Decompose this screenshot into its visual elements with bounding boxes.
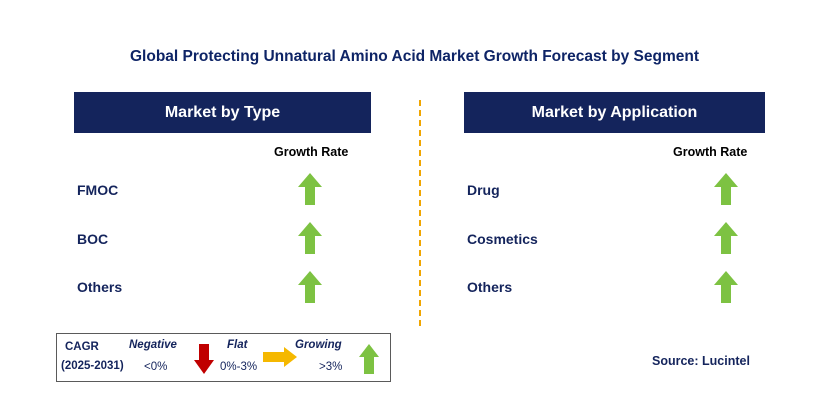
legend-negative-value: <0%: [144, 361, 168, 373]
negative-arrow-icon: [194, 344, 214, 374]
type-row-label-others: Others: [77, 279, 123, 295]
growing-arrow-icon: [298, 173, 322, 205]
legend-flat-value: 0%-3%: [220, 361, 258, 373]
cagr-legend: CAGR (2025-2031) Negative <0% Flat 0%-3%…: [56, 333, 391, 382]
market-by-application-header: Market by Application: [464, 92, 765, 133]
chart-title: Global Protecting Unnatural Amino Acid M…: [130, 48, 699, 65]
growing-legend-arrow-icon: [359, 344, 379, 374]
type-row-label-fmoc: FMOC: [77, 182, 119, 198]
legend-negative-label: Negative: [129, 339, 177, 351]
application-row-label-cosmetics: Cosmetics: [467, 231, 538, 247]
legend-growing-label: Growing: [295, 339, 342, 351]
legend-flat-label: Flat: [227, 339, 248, 351]
panel-divider: [419, 100, 421, 326]
growing-arrow-icon: [714, 222, 738, 254]
legend-period: (2025-2031): [61, 360, 124, 372]
growing-arrow-icon: [298, 222, 322, 254]
market-by-type-header: Market by Type: [74, 92, 371, 133]
growing-arrow-icon: [714, 173, 738, 205]
type-row-label-boc: BOC: [77, 231, 109, 247]
source-label: Source: Lucintel: [652, 354, 750, 368]
application-row-label-others: Others: [467, 279, 513, 295]
right-growth-rate-label: Growth Rate: [673, 145, 748, 159]
flat-arrow-icon: [263, 347, 297, 367]
legend-cagr-label: CAGR: [65, 341, 99, 353]
growing-arrow-icon: [714, 271, 738, 303]
application-row-label-drug: Drug: [467, 182, 500, 198]
legend-growing-value: >3%: [319, 361, 343, 373]
growing-arrow-icon: [298, 271, 322, 303]
left-growth-rate-label: Growth Rate: [274, 145, 349, 159]
